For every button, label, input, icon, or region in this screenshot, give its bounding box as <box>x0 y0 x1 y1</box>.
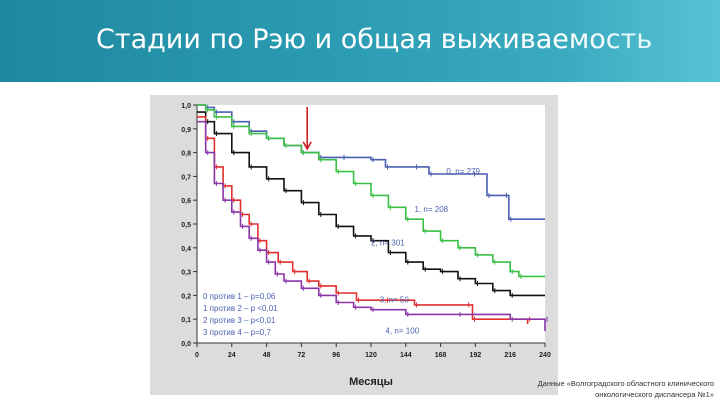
x-tick-label: 48 <box>263 352 271 359</box>
slide-title: Стадии по Рэю и общая выживаемость <box>96 24 653 55</box>
x-tick-label: 120 <box>365 352 377 359</box>
source-note-line-1: Данные «Волгоградского областного клинич… <box>537 379 714 388</box>
p-value-line-2: 2 против 3 – p<0,01 <box>203 316 276 325</box>
y-tick-label: 0,9 <box>181 127 191 134</box>
p-value-line-1: 1 против 2 – p <0,01 <box>203 304 278 313</box>
y-tick-label: 0,2 <box>181 293 191 300</box>
survival-chart: 0,0 0,1 0,2 0,3 0,4 0,5 0,6 0,7 0,8 0,9 1,0 0 24 48 72… <box>150 95 558 395</box>
y-tick-label: 0,1 <box>181 317 191 324</box>
y-tick-label: 0,6 <box>181 198 191 205</box>
x-tick-label: 192 <box>470 352 482 359</box>
series-label-0: 0, n= 279 <box>446 167 480 176</box>
title-bar: Стадии по Рэю и общая выживаемость <box>0 0 720 82</box>
y-tick-label: 0,3 <box>181 270 191 277</box>
x-axis-label: Месяцы <box>349 376 393 388</box>
x-tick-label: 72 <box>298 352 306 359</box>
source-note-line-2: онкологического диспансера №1» <box>595 390 714 399</box>
y-tick-label: 0,8 <box>181 151 191 158</box>
series-label-3: 3, n= 50 <box>380 296 410 305</box>
y-tick-label: 0,0 <box>181 341 191 348</box>
x-tick-label: 144 <box>400 352 412 359</box>
series-label-1: 1, n= 208 <box>415 205 449 214</box>
source-note: Данные «Волгоградского областного клинич… <box>494 378 714 400</box>
x-tick-label: 216 <box>504 352 516 359</box>
series-label-2: 2, n= 301 <box>371 238 405 247</box>
x-tick-label: 24 <box>228 352 236 359</box>
y-tick-label: 0,5 <box>181 222 191 229</box>
series-label-4: 4, n= 100 <box>386 326 420 335</box>
x-tick-label: 96 <box>332 352 340 359</box>
x-tick-label: 0 <box>195 352 199 359</box>
y-tick-label: 0,7 <box>181 174 191 181</box>
series-line-4 <box>197 120 546 332</box>
p-value-line-3: 3 против 4 – p=0,7 <box>203 328 271 337</box>
x-tick-label: 240 <box>539 352 551 359</box>
series-line-1 <box>197 104 545 278</box>
x-tick-label: 168 <box>435 352 447 359</box>
arrow-head <box>302 141 312 151</box>
y-tick-label: 1,0 <box>181 103 191 110</box>
survival-chart-svg: 0,0 0,1 0,2 0,3 0,4 0,5 0,6 0,7 0,8 0,9 1,0 0 24 48 72… <box>181 103 551 388</box>
series-line-2 <box>197 111 545 297</box>
y-tick-label: 0,4 <box>181 246 191 253</box>
p-value-line-0: 0 против 1 – p=0,06 <box>203 292 276 301</box>
